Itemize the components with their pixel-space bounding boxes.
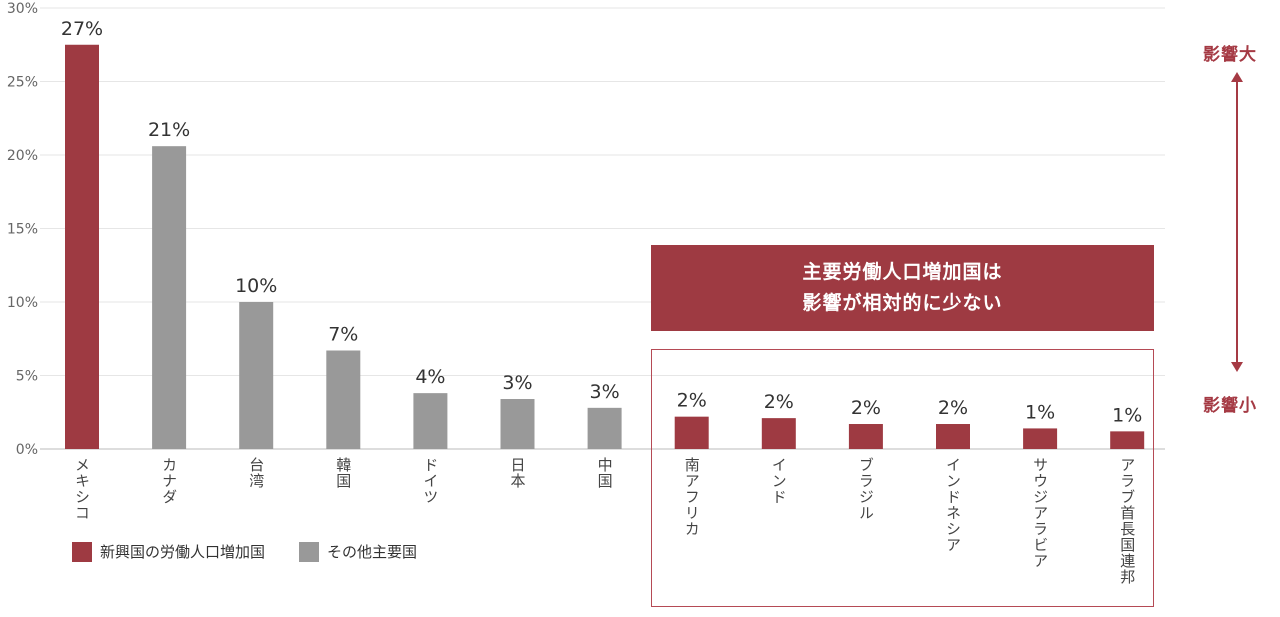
legend: 新興国の労働人口増加国 その他主要国: [72, 541, 451, 562]
x-tick-label: ブラジル: [857, 457, 875, 521]
data-label: 2%: [677, 390, 707, 412]
bar: [152, 146, 187, 449]
x-tick-label: カナダ: [160, 457, 178, 505]
legend-label: その他主要国: [327, 543, 418, 561]
banner-line-2: 影響が相対的に少ない: [802, 292, 1003, 314]
x-tick-label: アラブ首長国連邦: [1118, 457, 1136, 585]
x-tick-label: メキシコ: [73, 457, 91, 521]
x-tick-label: ドイツ: [421, 457, 439, 505]
bar: [413, 393, 448, 449]
bar: [1023, 428, 1058, 449]
data-label: 3%: [590, 381, 620, 403]
bar: [1110, 431, 1145, 449]
data-label: 21%: [148, 119, 190, 141]
data-label: 2%: [851, 397, 881, 419]
bar: [761, 418, 796, 449]
legend-swatch: [299, 541, 320, 562]
arrow-head-up: [1231, 72, 1243, 82]
impact-high-label: 影響大: [1203, 45, 1257, 65]
data-label: 4%: [415, 366, 445, 388]
y-tick-label: 15%: [7, 222, 38, 238]
legend-swatch: [72, 541, 92, 562]
y-tick-label: 20%: [7, 148, 38, 164]
data-label: 1%: [1112, 404, 1142, 426]
impact-arrow: [1231, 72, 1243, 372]
x-tick-label: 日本: [509, 457, 527, 489]
arrow-head-down: [1231, 362, 1243, 372]
x-tick-label: インド: [770, 457, 788, 505]
x-tick-label: 韓国: [334, 457, 352, 489]
bar: [500, 399, 535, 449]
x-tick-label: サウジアラビア: [1031, 457, 1049, 569]
x-tick-label: 台湾: [247, 457, 265, 489]
data-label: 1%: [1025, 401, 1055, 423]
impact-low-label: 影響小: [1203, 396, 1257, 416]
bar: [239, 302, 274, 449]
y-tick-label: 5%: [16, 369, 38, 385]
annotation-banner: 主要労働人口増加国は 影響が相対的に少ない: [651, 245, 1154, 331]
bar: [587, 407, 622, 449]
x-tick-label: 南アフリカ: [683, 457, 701, 537]
bar: [848, 424, 883, 449]
y-tick-label: 30%: [7, 1, 38, 17]
data-label: 27%: [61, 18, 103, 40]
bar: [65, 44, 99, 449]
data-label: 7%: [328, 324, 358, 346]
data-label: 3%: [502, 372, 532, 394]
data-label: 2%: [938, 397, 968, 419]
legend-item-other: その他主要国: [299, 541, 417, 562]
bar: [674, 416, 709, 449]
x-tick-label: インドネシア: [944, 457, 962, 553]
data-label: 2%: [764, 391, 794, 413]
banner-line-1: 主要労働人口増加国は: [802, 260, 1003, 283]
data-label: 10%: [235, 275, 277, 297]
y-tick-label: 10%: [7, 295, 38, 311]
highlight-box: [651, 349, 1154, 607]
y-tick-label: 0%: [16, 442, 38, 458]
x-tick-label: 中国: [596, 457, 614, 489]
y-tick-label: 25%: [7, 75, 38, 91]
legend-label: 新興国の労働人口増加国: [100, 543, 266, 561]
bar: [936, 424, 970, 449]
legend-item-emerging: 新興国の労働人口増加国: [72, 541, 265, 562]
bar: [326, 350, 361, 449]
